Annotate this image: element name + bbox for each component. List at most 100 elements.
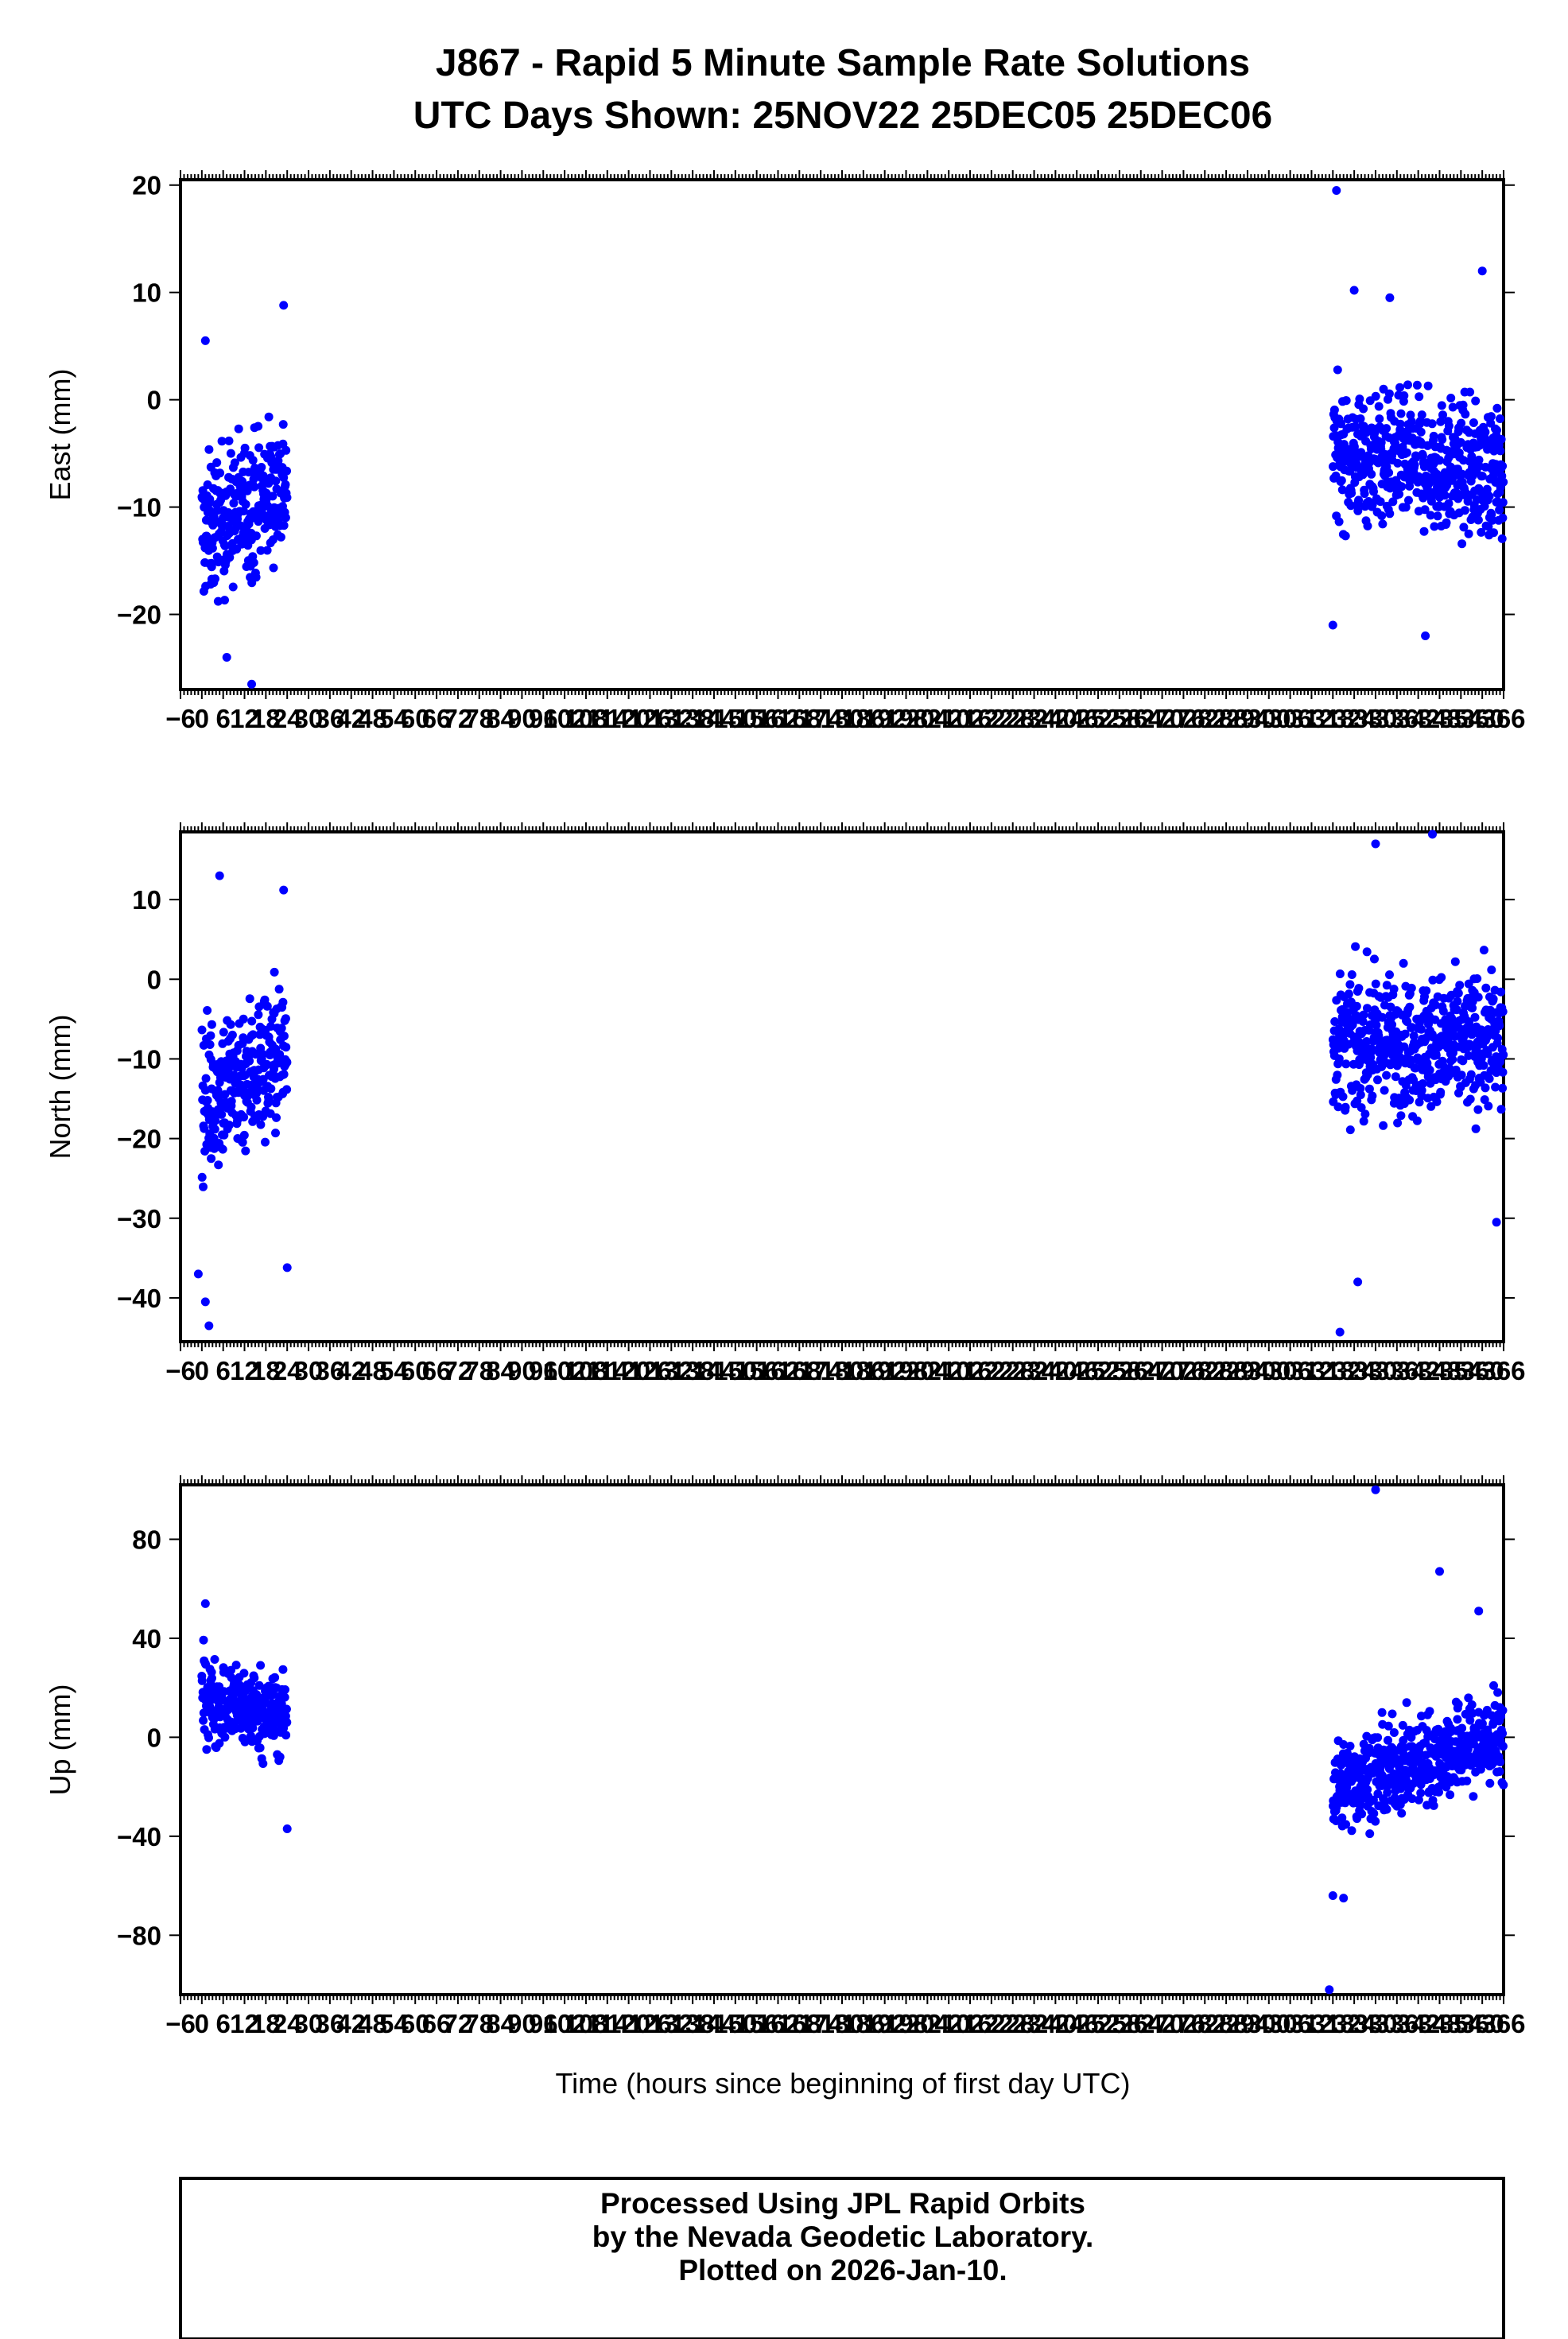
data-point — [1459, 523, 1469, 532]
data-point — [204, 1733, 213, 1743]
data-point — [1352, 1001, 1361, 1011]
x-tick-label: 240 — [1034, 1356, 1077, 1385]
x-tick-label: 138 — [671, 704, 715, 733]
data-point — [1360, 1109, 1370, 1119]
data-point — [264, 1095, 274, 1105]
data-point — [1438, 1060, 1447, 1070]
data-point — [228, 582, 238, 592]
x-tick-label: 114 — [586, 1356, 629, 1385]
x-tick-label: 54 — [379, 704, 409, 733]
data-point — [256, 546, 266, 555]
data-point — [281, 513, 290, 523]
data-point — [1489, 528, 1498, 538]
data-point — [1457, 1070, 1466, 1080]
data-point — [224, 436, 234, 445]
data-point — [199, 1635, 208, 1645]
data-point — [1491, 1082, 1500, 1092]
x-tick-label: 360 — [1461, 704, 1504, 733]
x-tick-label: 60 — [401, 1356, 430, 1385]
x-tick-label: 264 — [1119, 704, 1163, 733]
data-point — [274, 985, 284, 994]
data-point — [1375, 414, 1384, 424]
x-tick-label: 186 — [841, 704, 885, 733]
x-tick-label: 192 — [863, 2009, 906, 2038]
data-point — [1356, 1090, 1365, 1100]
data-point — [1334, 1054, 1344, 1063]
data-point — [1385, 970, 1394, 980]
north-panel: −60 6 121824303642485460667278849096102108… — [44, 822, 1526, 1385]
x-tick-label: 258 — [1097, 1356, 1141, 1385]
x-tick-label: 342 — [1396, 704, 1440, 733]
data-point — [261, 1137, 270, 1147]
x-tick-label: 192 — [863, 704, 906, 733]
x-tick-label: 348 — [1418, 2009, 1461, 2038]
data-point — [1479, 946, 1488, 955]
data-point — [1469, 1792, 1478, 1801]
data-point — [1447, 1013, 1457, 1023]
data-point — [227, 1097, 236, 1106]
data-point — [1396, 409, 1406, 418]
data-point — [1498, 1729, 1508, 1739]
data-point — [1429, 1801, 1438, 1810]
x-tick-label: 30 — [294, 2009, 324, 2038]
data-point — [1379, 1121, 1388, 1130]
data-point — [1480, 1095, 1489, 1105]
data-point — [1473, 974, 1482, 983]
data-point — [1456, 437, 1465, 447]
data-point — [204, 1321, 214, 1331]
data-point — [1485, 1778, 1495, 1788]
data-point — [1423, 381, 1433, 390]
x-tick-label: 252 — [1077, 1356, 1120, 1385]
data-point — [281, 445, 291, 455]
data-point — [1492, 403, 1502, 413]
x-tick-label: −6 — [165, 2009, 196, 2038]
data-point — [1395, 419, 1405, 429]
x-tick-label: 324 — [1333, 2009, 1377, 2038]
data-point — [1402, 1698, 1411, 1708]
x-tick-label: 102 — [543, 704, 587, 733]
x-tick-label: 240 — [1034, 2009, 1077, 2038]
data-point — [1481, 983, 1491, 993]
data-point — [1497, 534, 1507, 543]
x-tick-label: 222 — [969, 2009, 1013, 2038]
x-tick-label: 318 — [1311, 704, 1355, 733]
x-tick-label: 270 — [1140, 2009, 1184, 2038]
data-point — [1363, 1004, 1372, 1013]
data-point — [220, 541, 230, 550]
data-point — [1412, 1116, 1422, 1125]
data-point — [222, 653, 231, 662]
data-point — [1450, 957, 1460, 966]
data-point — [1357, 1809, 1367, 1819]
chart-subtitle: UTC Days Shown: 25NOV22 25DEC05 25DEC06 — [413, 95, 1272, 137]
data-point — [1432, 1097, 1442, 1106]
x-tick-label: 198 — [884, 1356, 928, 1385]
x-tick-label: 294 — [1225, 704, 1270, 733]
data-point — [1347, 970, 1356, 979]
x-tick-label: 192 — [863, 1356, 906, 1385]
data-point — [1337, 485, 1347, 495]
x-tick-label: 258 — [1097, 704, 1141, 733]
data-point — [234, 424, 243, 433]
data-point — [1333, 1102, 1343, 1112]
data-point — [1499, 1780, 1508, 1789]
data-point — [1369, 1809, 1379, 1818]
data-point — [203, 1006, 212, 1015]
data-point — [256, 1120, 266, 1129]
x-tick-label: 114 — [586, 2009, 629, 2038]
data-point — [201, 1074, 211, 1083]
x-tick-label: 204 — [906, 704, 950, 733]
x-tick-label: 216 — [949, 1356, 992, 1385]
data-point — [282, 1058, 292, 1067]
x-tick-label: 294 — [1225, 2009, 1270, 2038]
data-point — [1406, 410, 1415, 420]
data-point — [1358, 1017, 1368, 1026]
x-tick-label: 246 — [1055, 704, 1099, 733]
x-tick-label: 264 — [1119, 2009, 1163, 2038]
x-tick-label: 120 — [607, 704, 650, 733]
data-point — [270, 967, 279, 977]
y-tick-label: −80 — [117, 1921, 161, 1950]
y-tick-label: 20 — [132, 171, 161, 200]
x-tick-label: 108 — [564, 704, 607, 733]
data-point — [1362, 947, 1372, 957]
data-point — [282, 1263, 292, 1272]
